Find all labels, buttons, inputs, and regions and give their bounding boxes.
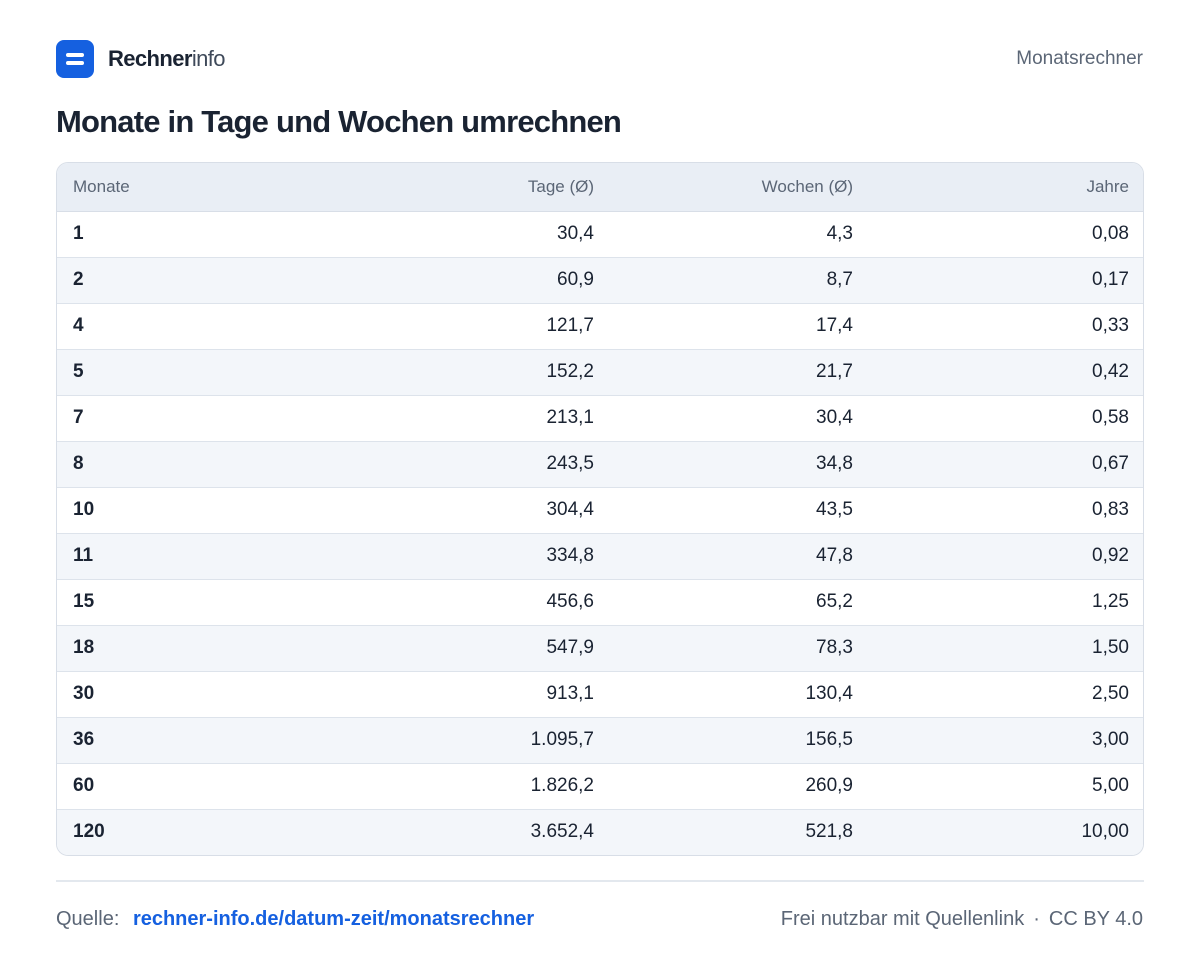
cell-monate: 18 [57,624,357,671]
cell-tage: 304,4 [357,486,610,533]
cell-tage: 152,2 [357,348,610,395]
table-row: 1 30,4 4,3 0,08 [57,211,1143,257]
license-separator: · [1033,907,1040,930]
table-body: 1 30,4 4,3 0,08 2 60,9 8,7 0,17 4 121,7 17,4 0,33 5 1… [57,211,1143,855]
table-row: 36 1.095,7 156,5 3,00 [57,716,1143,763]
brand-name: Rechnerinfo [108,46,226,72]
column-header-wochen: Wochen (Ø) [610,163,869,212]
cell-tage: 456,6 [357,578,610,625]
cell-tage: 334,8 [357,532,610,579]
cell-tage: 121,7 [357,302,610,349]
conversion-table-grid: Monate Tage (Ø) Wochen (Ø) Jahre 1 30,4 4,… [57,163,1143,855]
cell-monate: 1 [73,223,84,244]
table-row: 4 121,7 17,4 0,33 [57,302,1143,349]
cell-monate: 11 [57,532,357,579]
cell-wochen: 21,7 [610,348,869,395]
column-header-jahre: Jahre [869,163,1143,212]
table-row: 7 213,1 30,4 0,58 [57,394,1143,441]
cell-tage: 913,1 [357,670,610,717]
cell-jahre: 0,92 [869,532,1143,579]
cell-jahre: 0,67 [869,440,1143,487]
footer-divider [56,880,1144,882]
column-header-monate: Monate [57,163,357,212]
cell-tage: 547,9 [357,624,610,671]
license-name: CC BY 4.0 [1048,907,1143,930]
table-row: 5 152,2 21,7 0,42 [57,348,1143,395]
source-attribution: Quelle: rechner-info.de/datum-zeit/monat… [56,908,534,931]
cell-monate: 4 [57,302,357,349]
page-title: Monate in Tage und Wochen umrechnen [56,104,622,139]
cell-tage: 1.826,2 [357,762,610,809]
cell-jahre: 0,83 [869,486,1143,533]
cell-tage: 1.095,7 [357,716,610,763]
cell-jahre: 0,08 [1092,223,1129,244]
cell-jahre: 10,00 [869,808,1143,855]
cell-jahre: 0,33 [869,302,1143,349]
table-row: 2 60,9 8,7 0,17 [57,256,1143,303]
source-label: Quelle: [56,907,120,930]
cell-monate: 36 [57,716,357,763]
table-row: 18 547,9 78,3 1,50 [57,624,1143,671]
cell-jahre: 5,00 [869,762,1143,809]
table-row: 15 456,6 65,2 1,25 [57,578,1143,625]
cell-monate: 10 [57,486,357,533]
cell-monate: 60 [57,762,357,809]
cell-wochen: 521,8 [610,808,869,855]
cell-tage: 30,4 [557,223,594,244]
table-row: 11 334,8 47,8 0,92 [57,532,1143,579]
cell-jahre: 2,50 [869,670,1143,717]
cell-jahre: 0,42 [869,348,1143,395]
nav-link-monatsrechner[interactable]: Monatsrechner [1016,48,1143,69]
cell-monate: 5 [57,348,357,395]
license-text: Frei nutzbar mit Quellenlink [780,907,1025,930]
table-row: 10 304,4 43,5 0,83 [57,486,1143,533]
brand[interactable]: Rechnerinfo [56,40,226,78]
conversion-table: Monate Tage (Ø) Wochen (Ø) Jahre 1 30,4 4,… [56,162,1144,856]
cell-jahre: 1,25 [869,578,1143,625]
cell-tage: 60,9 [357,256,610,303]
brand-name-light: info [191,46,226,71]
source-link[interactable]: rechner-info.de/datum-zeit/monatsrechner [132,907,535,930]
cell-wochen: 4,3 [826,223,853,244]
cell-monate: 8 [57,440,357,487]
cell-jahre: 3,00 [869,716,1143,763]
table-row: 60 1.826,2 260,9 5,00 [57,762,1143,809]
site-header: Rechnerinfo Monatsrechner [56,40,1143,78]
table-header-row: Monate Tage (Ø) Wochen (Ø) Jahre [57,163,1143,212]
license-info: Frei nutzbar mit Quellenlink · CC BY 4.0 [781,908,1143,931]
cell-wochen: 17,4 [610,302,869,349]
cell-wochen: 43,5 [610,486,869,533]
cell-jahre: 0,58 [869,394,1143,441]
cell-monate: 15 [57,578,357,625]
column-header-tage: Tage (Ø) [357,163,610,212]
cell-wochen: 8,7 [610,256,869,303]
cell-monate: 120 [57,808,357,855]
cell-wochen: 47,8 [610,532,869,579]
cell-jahre: 1,50 [869,624,1143,671]
cell-wochen: 78,3 [610,624,869,671]
brand-name-bold: Rechner [108,46,192,71]
cell-tage: 3.652,4 [357,808,610,855]
cell-monate: 7 [57,394,357,441]
page-footer: Quelle: rechner-info.de/datum-zeit/monat… [56,904,1143,934]
table-row: 8 243,5 34,8 0,67 [57,440,1143,487]
cell-wochen: 156,5 [610,716,869,763]
cell-jahre: 0,17 [869,256,1143,303]
cell-tage: 243,5 [357,440,610,487]
cell-wochen: 260,9 [610,762,869,809]
cell-monate: 2 [57,256,357,303]
cell-wochen: 65,2 [610,578,869,625]
cell-wochen: 130,4 [610,670,869,717]
cell-tage: 213,1 [357,394,610,441]
rechner-logo-icon [56,40,94,78]
cell-wochen: 34,8 [610,440,869,487]
cell-wochen: 30,4 [610,394,869,441]
table-row: 30 913,1 130,4 2,50 [57,670,1143,717]
cell-monate: 30 [57,670,357,717]
table-row: 120 3.652,4 521,8 10,00 [57,808,1143,855]
